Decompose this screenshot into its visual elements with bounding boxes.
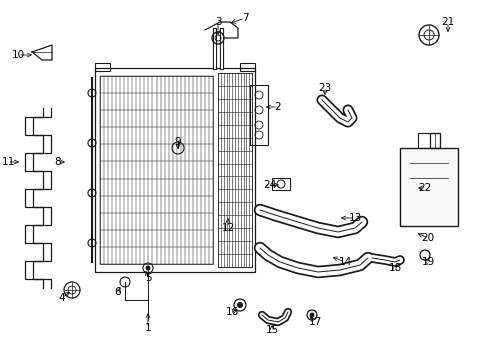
Circle shape bbox=[145, 266, 150, 270]
Text: 16: 16 bbox=[225, 307, 238, 317]
Text: 17: 17 bbox=[308, 317, 321, 327]
Bar bbox=[95, 63, 110, 71]
Text: 3: 3 bbox=[214, 17, 221, 27]
Text: 5: 5 bbox=[144, 273, 151, 283]
Text: 20: 20 bbox=[421, 233, 434, 243]
Bar bbox=[271, 178, 289, 190]
Text: 6: 6 bbox=[115, 287, 121, 297]
Bar bbox=[429, 133, 439, 148]
Text: 9: 9 bbox=[174, 137, 181, 147]
Bar bbox=[95, 68, 254, 272]
Bar bbox=[218, 73, 251, 267]
Text: 10: 10 bbox=[11, 50, 24, 60]
Text: 19: 19 bbox=[421, 257, 434, 267]
Text: 8: 8 bbox=[55, 157, 61, 167]
Circle shape bbox=[237, 302, 243, 308]
Text: 12: 12 bbox=[221, 223, 234, 233]
Text: 4: 4 bbox=[59, 293, 65, 303]
Text: 2: 2 bbox=[274, 102, 281, 112]
Circle shape bbox=[309, 312, 314, 318]
Text: 13: 13 bbox=[347, 213, 361, 223]
Bar bbox=[399, 148, 457, 226]
Bar bbox=[240, 63, 254, 71]
Bar bbox=[417, 133, 439, 148]
Text: 18: 18 bbox=[387, 263, 401, 273]
Bar bbox=[100, 76, 213, 264]
Text: 15: 15 bbox=[265, 325, 278, 335]
Text: 23: 23 bbox=[318, 83, 331, 93]
Text: 21: 21 bbox=[441, 17, 454, 27]
Text: 24: 24 bbox=[263, 180, 276, 190]
Text: 7: 7 bbox=[241, 13, 248, 23]
Text: 14: 14 bbox=[338, 257, 351, 267]
Text: 11: 11 bbox=[1, 157, 15, 167]
Bar bbox=[249, 85, 267, 145]
Text: 22: 22 bbox=[418, 183, 431, 193]
Text: 1: 1 bbox=[144, 323, 151, 333]
